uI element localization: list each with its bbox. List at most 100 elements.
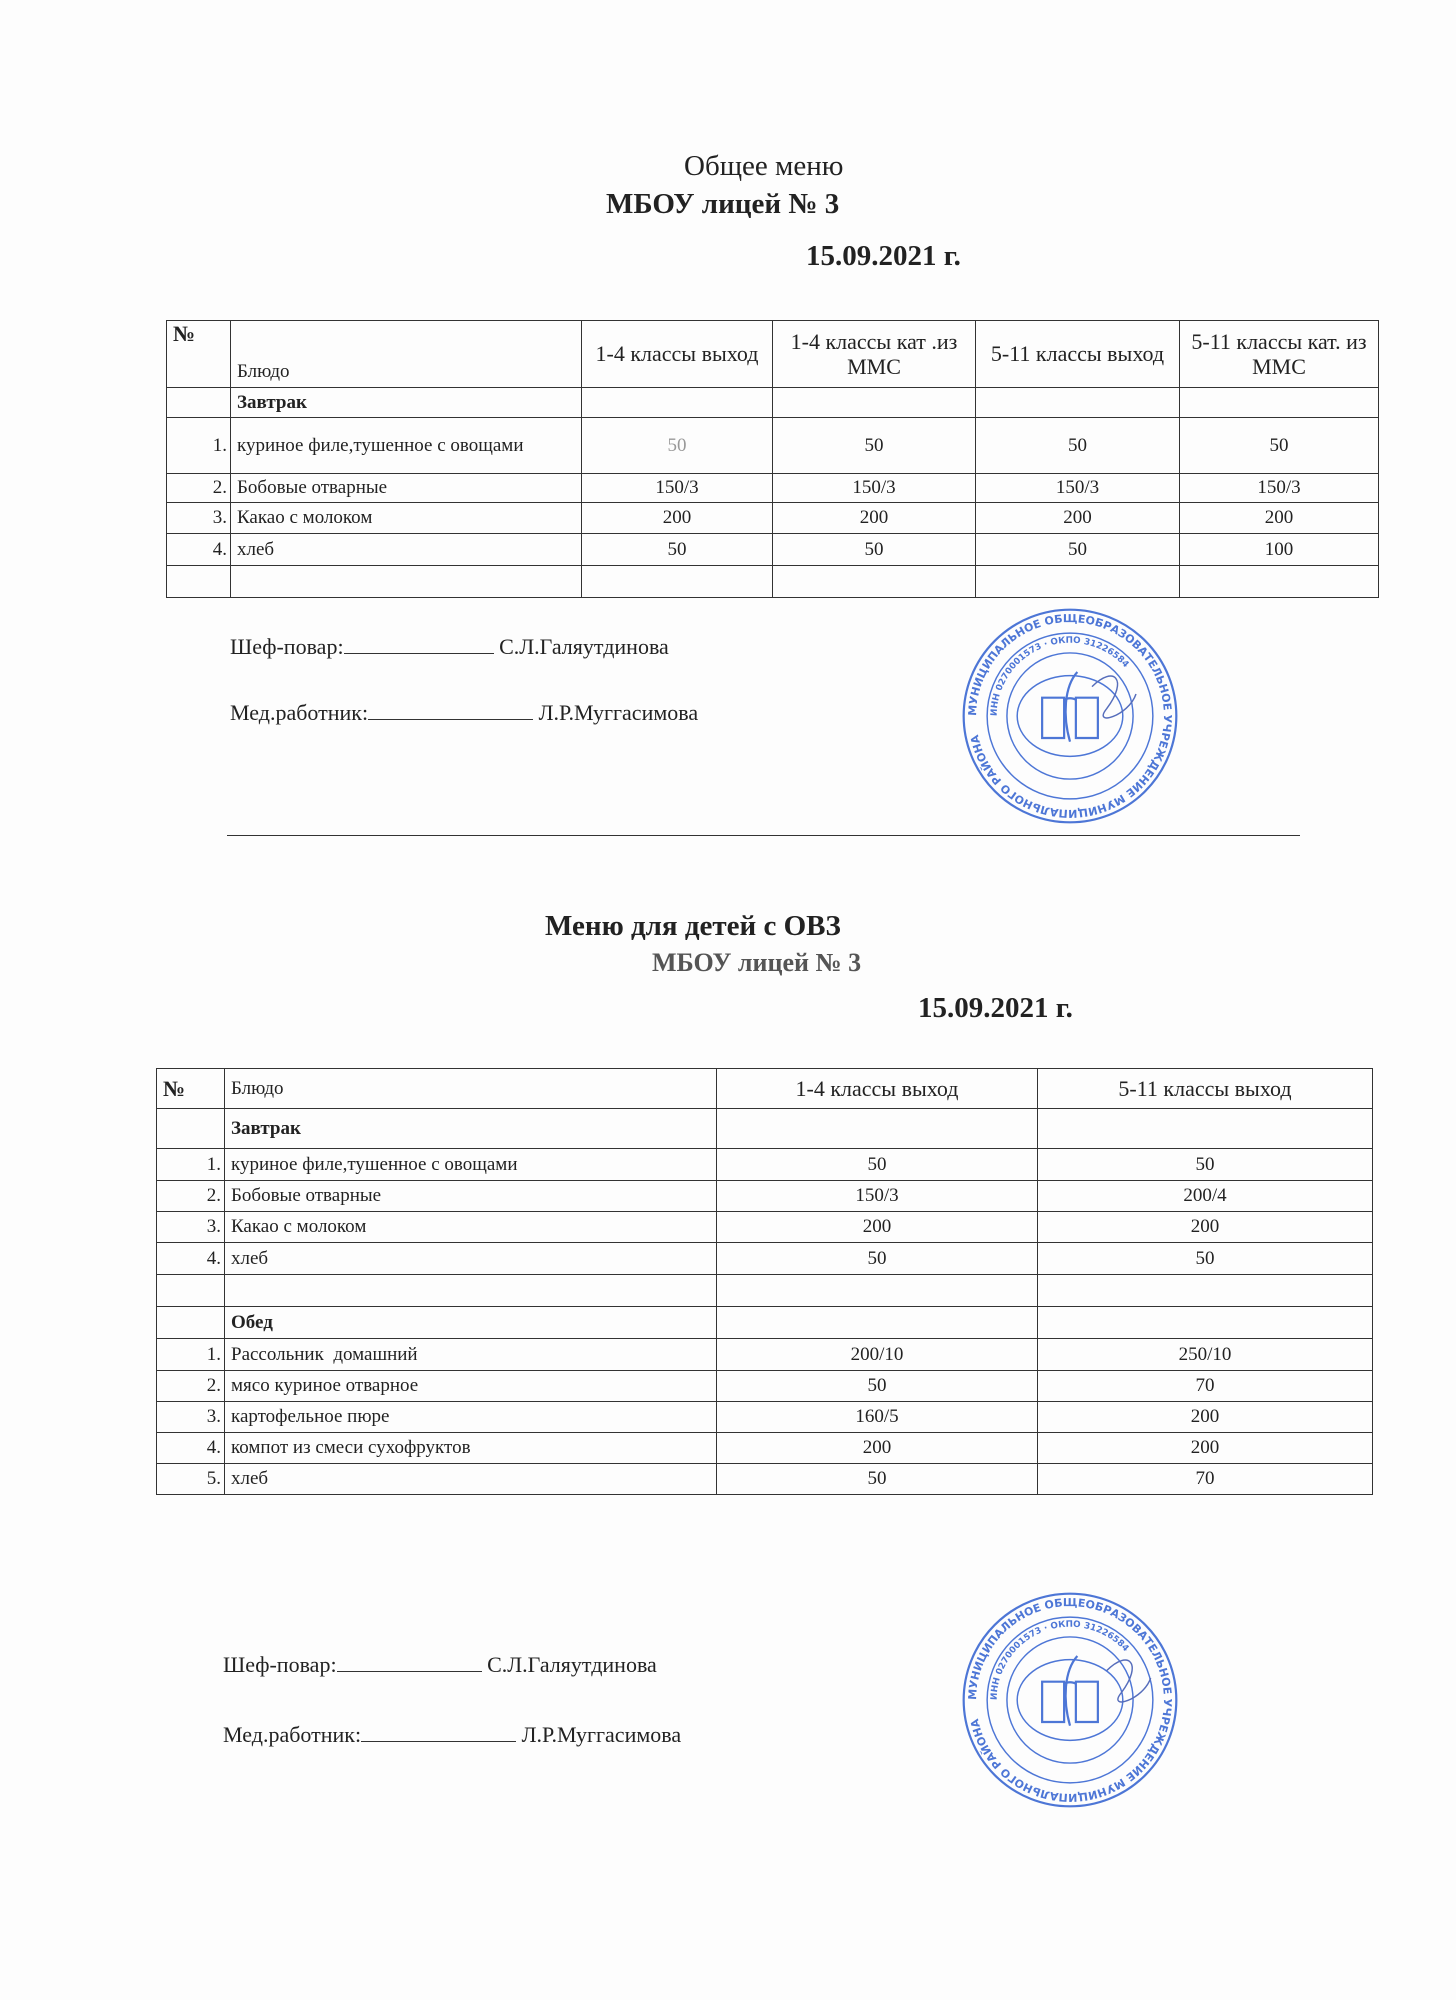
cell-value: 50: [975, 533, 1180, 566]
cell-value: 200: [1037, 1432, 1373, 1464]
dish-name: компот из смеси сухофруктов: [224, 1432, 717, 1464]
table-row: 4. хлеб 50 50: [156, 1242, 1373, 1275]
dish-name: Рассольник домашний: [224, 1338, 717, 1371]
row-number: 2.: [166, 473, 231, 503]
cell-value: 150/3: [716, 1180, 1038, 1212]
table-row: 1. куриное филе,тушенное с овощами 50 50…: [166, 417, 1379, 474]
table-row: 3. картофельное пюре 160/5 200: [156, 1401, 1373, 1433]
cell-value: 250/10: [1037, 1338, 1373, 1371]
row-number: 1.: [156, 1148, 225, 1181]
cell-value: 200/4: [1037, 1180, 1373, 1212]
signature-scribble: [1106, 1659, 1152, 1703]
table-row: 3. Какао с молоком 200 200: [156, 1211, 1373, 1243]
official-stamp: МУНИЦИПАЛЬНОЕ ОБЩЕОБРАЗОВАТЕЛЬНОЕ УЧРЕЖД…: [962, 608, 1178, 824]
cell-value: 200: [1037, 1401, 1373, 1433]
cell-value: 50: [772, 533, 976, 566]
cell-value: 50: [1037, 1242, 1373, 1275]
general-menu-table: № Блюдо 1-4 классы выход 1-4 классы кат …: [166, 320, 1379, 598]
cell-value: 200/10: [716, 1338, 1038, 1371]
header-col: 1-4 классы кат .из ММС: [772, 320, 976, 388]
cell-value: 50: [716, 1242, 1038, 1275]
ovz-date: 15.09.2021 г.: [918, 992, 1073, 1024]
section-row: Завтрак: [166, 387, 1379, 418]
header-col: 1-4 классы выход: [716, 1068, 1038, 1109]
row-number: 3.: [166, 502, 231, 534]
signature-name: С.Л.Галяутдинова: [499, 634, 669, 659]
header-col: 5-11 классы выход: [975, 320, 1180, 388]
cell-value: 200: [581, 502, 773, 534]
section-label: Завтрак: [224, 1108, 717, 1149]
cell-value: 160/5: [716, 1401, 1038, 1433]
section-row: Завтрак: [156, 1108, 1373, 1149]
header-col: 1-4 классы выход: [581, 320, 773, 388]
cell-value: 200: [975, 502, 1180, 534]
dish-name: хлеб: [224, 1242, 717, 1275]
section-row: Обед: [156, 1306, 1373, 1339]
medic-signature: Мед.работник: Л.Р.Муггасимова: [230, 700, 698, 726]
cell-value: 200: [716, 1432, 1038, 1464]
signature-role: Шеф-повар:: [223, 1652, 337, 1677]
empty-row: [156, 1274, 1373, 1307]
cell-value: 50: [1179, 417, 1379, 474]
cell-value: 200: [1179, 502, 1379, 534]
signature-role: Мед.работник:: [230, 700, 369, 725]
cell-value: 100: [1179, 533, 1379, 566]
table-row: 2. Бобовые отварные 150/3 150/3 150/3 15…: [166, 473, 1379, 503]
ovz-menu-table: № Блюдо 1-4 классы выход 5-11 классы вых…: [156, 1068, 1373, 1495]
row-number: 1.: [156, 1338, 225, 1371]
section-label: Обед: [224, 1306, 717, 1339]
ovz-school: МБОУ лицей № 3: [652, 948, 862, 977]
row-number: 4.: [156, 1242, 225, 1275]
dish-name: мясо куриное отварное: [224, 1370, 717, 1402]
dish-name: Какао с молоком: [224, 1211, 717, 1243]
header-number: №: [156, 1068, 225, 1109]
header-col: 5-11 классы кат. из ММС: [1179, 320, 1379, 388]
general-date: 15.09.2021 г.: [806, 240, 961, 272]
table-row: 1. Рассольник домашний 200/10 250/10: [156, 1338, 1373, 1371]
chef-signature: Шеф-повар: С.Л.Галяутдинова: [223, 1652, 657, 1678]
row-number: 2.: [156, 1180, 225, 1212]
section-label: Завтрак: [230, 387, 582, 418]
signature-scribble: [1091, 675, 1137, 719]
row-number: 4.: [156, 1432, 225, 1464]
table-row: 4. компот из смеси сухофруктов 200 200: [156, 1432, 1373, 1464]
cell-value: 150/3: [772, 473, 976, 503]
ovz-title: Меню для детей с ОВЗ: [545, 910, 841, 942]
signature-name: С.Л.Галяутдинова: [487, 1652, 657, 1677]
general-title: Общее меню: [684, 150, 844, 182]
row-number: 2.: [156, 1370, 225, 1402]
table-row: 5. хлеб 50 70: [156, 1463, 1373, 1495]
cell-value: 150/3: [581, 473, 773, 503]
table-row: 2. Бобовые отварные 150/3 200/4: [156, 1180, 1373, 1212]
header-dish: Блюдо: [224, 1068, 717, 1109]
cell-value: 50: [581, 533, 773, 566]
dish-name: куриное филе,тушенное с овощами: [224, 1148, 717, 1181]
row-number: 5.: [156, 1463, 225, 1495]
cell-value: 150/3: [975, 473, 1180, 503]
table-header-row: № Блюдо 1-4 классы выход 5-11 классы вых…: [156, 1068, 1373, 1109]
cell-value: 50: [716, 1370, 1038, 1402]
cell-value: 50: [581, 417, 773, 474]
table-row: 3. Какао с молоком 200 200 200 200: [166, 502, 1379, 534]
row-number: 3.: [156, 1211, 225, 1243]
table-row: 2. мясо куриное отварное 50 70: [156, 1370, 1373, 1402]
header-col: 5-11 классы выход: [1037, 1068, 1373, 1109]
signature-name: Л.Р.Муггасимова: [521, 1722, 682, 1747]
general-school: МБОУ лицей № 3: [606, 188, 840, 220]
dish-name: Бобовые отварные: [224, 1180, 717, 1212]
dish-name: Какао с молоком: [230, 502, 582, 534]
cell-value: 200: [716, 1211, 1038, 1243]
dish-name: Бобовые отварные: [230, 473, 582, 503]
dish-name: картофельное пюре: [224, 1401, 717, 1433]
signature-line: [368, 719, 534, 720]
row-number: 4.: [166, 533, 231, 566]
cell-value: 70: [1037, 1370, 1373, 1402]
table-row: 1. куриное филе,тушенное с овощами 50 50: [156, 1148, 1373, 1181]
cell-value: 50: [716, 1463, 1038, 1495]
cell-value: 50: [716, 1148, 1038, 1181]
medic-signature: Мед.работник: Л.Р.Муггасимова: [223, 1722, 681, 1748]
header-dish: Блюдо: [230, 320, 582, 388]
section-divider: [227, 835, 1300, 836]
cell-value: 200: [1037, 1211, 1373, 1243]
dish-name: хлеб: [230, 533, 582, 566]
